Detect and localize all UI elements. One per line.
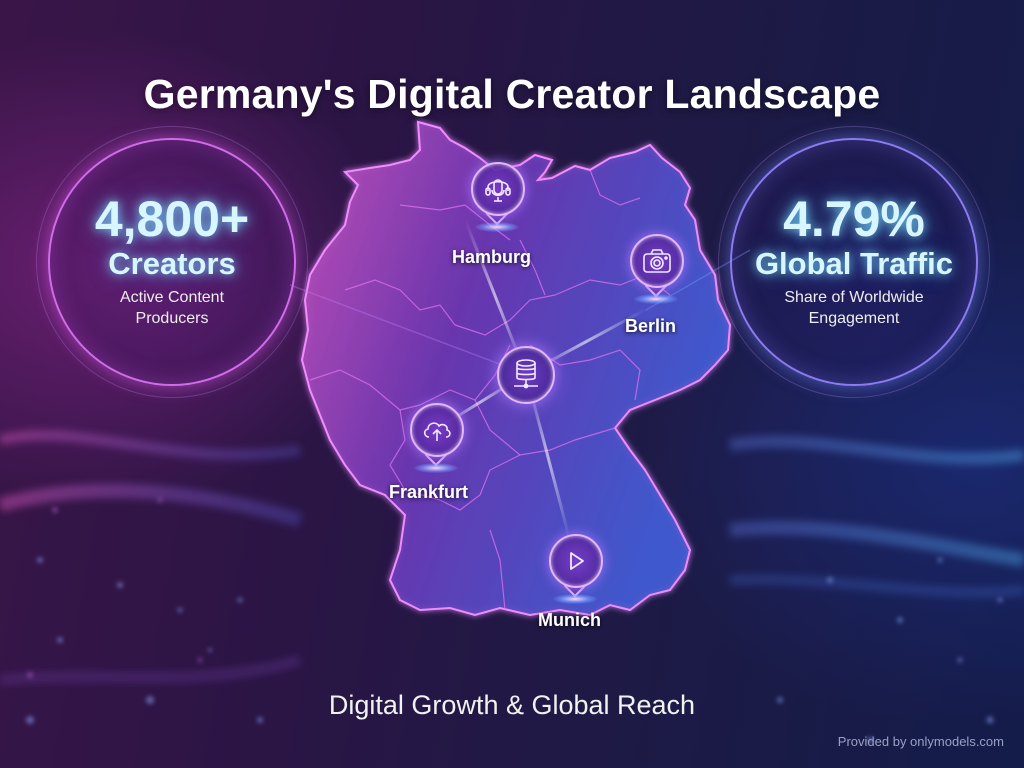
central-data-hub <box>497 346 555 404</box>
pin-bubble <box>549 534 603 588</box>
camera-icon <box>643 249 671 273</box>
pin-glow-base <box>414 463 458 473</box>
hamburg-pin[interactable] <box>471 162 525 232</box>
pin-bubble <box>630 234 684 288</box>
city-label-munich: Munich <box>538 610 601 630</box>
munich-pin[interactable] <box>549 534 603 604</box>
berlin-pin[interactable] <box>630 234 684 304</box>
city-label-frankfurt: Frankfurt <box>389 482 469 502</box>
tagline: Digital Growth & Global Reach <box>328 690 696 720</box>
pin-bubble <box>471 162 525 216</box>
creators-stat-circle: 4,800+ Creators Active Content Producers <box>36 126 308 398</box>
stat-outer-ring <box>36 126 308 398</box>
podcast-microphone-icon <box>485 179 511 202</box>
stat-outer-ring <box>718 126 990 398</box>
city-label-hamburg: Hamburg <box>452 247 532 267</box>
state-borders <box>309 169 671 611</box>
database-server-icon <box>514 359 538 389</box>
pin-glow-base <box>553 594 597 604</box>
credit-text: Provided by onlymodels.com <box>837 734 1004 749</box>
page-title: Germany's Digital Creator Landscape <box>143 71 881 118</box>
pin-bubble <box>410 403 464 457</box>
cloud-upload-icon <box>423 422 451 441</box>
pin-glow-base <box>634 294 678 304</box>
play-icon <box>570 552 584 570</box>
pin-glow-base <box>475 222 519 232</box>
city-label-berlin: Berlin <box>625 316 677 336</box>
frankfurt-pin[interactable] <box>410 403 464 473</box>
traffic-stat-circle: 4.79% Global Traffic Share of Worldwide … <box>718 126 990 398</box>
